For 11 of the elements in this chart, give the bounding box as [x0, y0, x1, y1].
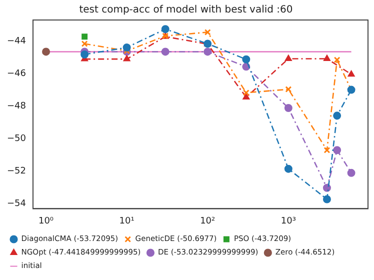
y-tick-label: −52	[6, 166, 26, 177]
x-tick-label: 10²	[200, 216, 216, 226]
y-tick-label: −48	[6, 102, 26, 112]
y-tick-label: −54	[6, 199, 26, 210]
chart-title: test comp-acc of model with best valid :60	[79, 4, 293, 16]
y-tick-label: −44	[6, 36, 26, 46]
x-tick-label: 10³	[280, 216, 296, 226]
x-tick-label: 10¹	[119, 216, 135, 226]
x-tick-label: 10⁰	[38, 216, 54, 226]
y-tick-label: −46	[6, 69, 26, 80]
y-tick-label: −50	[6, 134, 26, 144]
